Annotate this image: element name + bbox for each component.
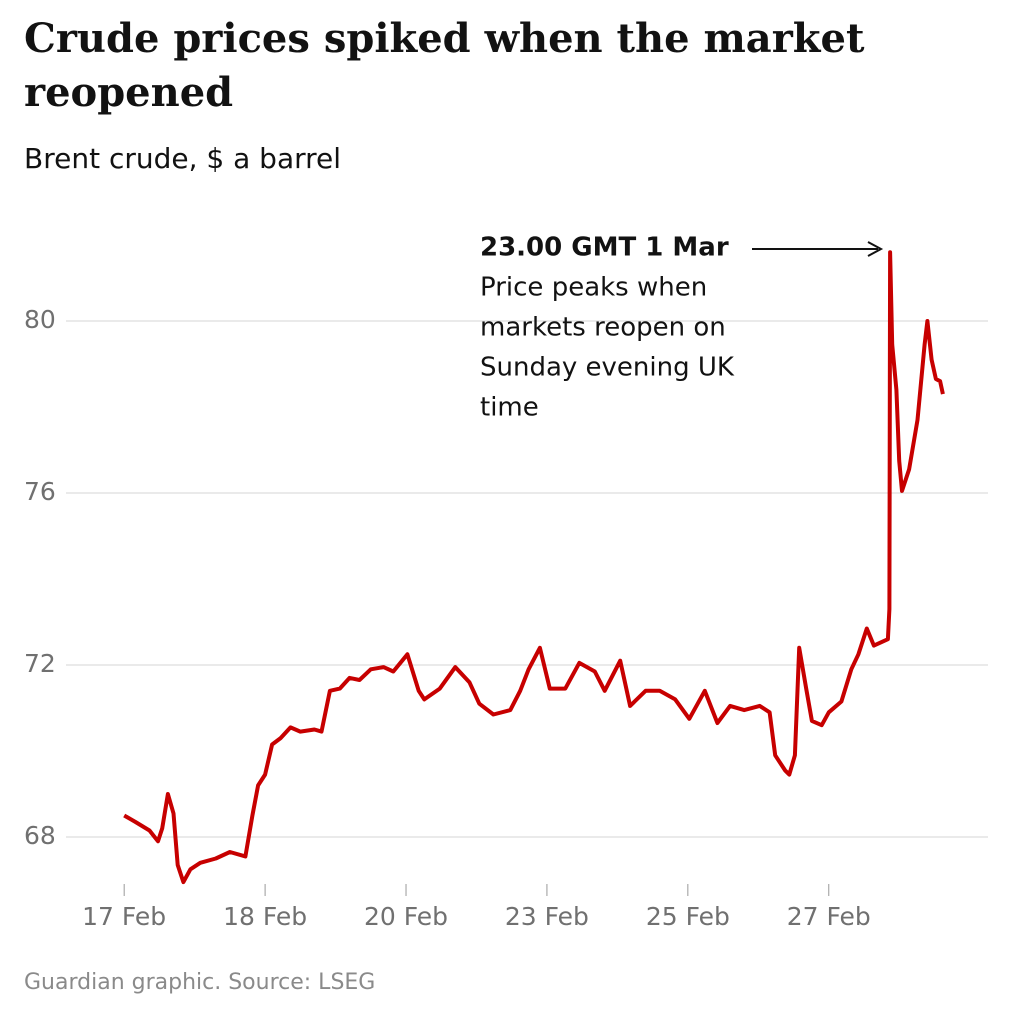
annotation-text: markets reopen on — [480, 313, 726, 343]
x-tick-label: 27 Feb — [787, 902, 871, 931]
chart-subtitle: Brent crude, $ a barrel — [24, 142, 341, 175]
y-tick-label: 76 — [24, 477, 56, 506]
annotation-arrowhead — [867, 241, 884, 257]
chart-title: Crude prices spiked when the market — [24, 15, 865, 62]
x-tick-label: 23 Feb — [505, 902, 589, 931]
x-tick-label: 20 Feb — [364, 902, 448, 931]
x-tick-label: 25 Feb — [646, 902, 730, 931]
y-tick-label: 68 — [24, 821, 56, 850]
y-tick-label: 80 — [24, 305, 56, 334]
annotation-text: Price peaks when — [480, 273, 707, 303]
chart-title: reopened — [24, 69, 233, 116]
x-tick-label: 18 Feb — [223, 902, 307, 931]
x-tick-label: 17 Feb — [82, 902, 166, 931]
annotation-heading: 23.00 GMT 1 Mar — [480, 233, 729, 263]
source: Guardian graphic. Source: LSEG — [24, 970, 375, 995]
annotation-text: time — [480, 393, 539, 423]
line — [123, 250, 945, 885]
y-tick-label: 72 — [24, 649, 56, 678]
annotation-text: Sunday evening UK — [480, 353, 735, 383]
